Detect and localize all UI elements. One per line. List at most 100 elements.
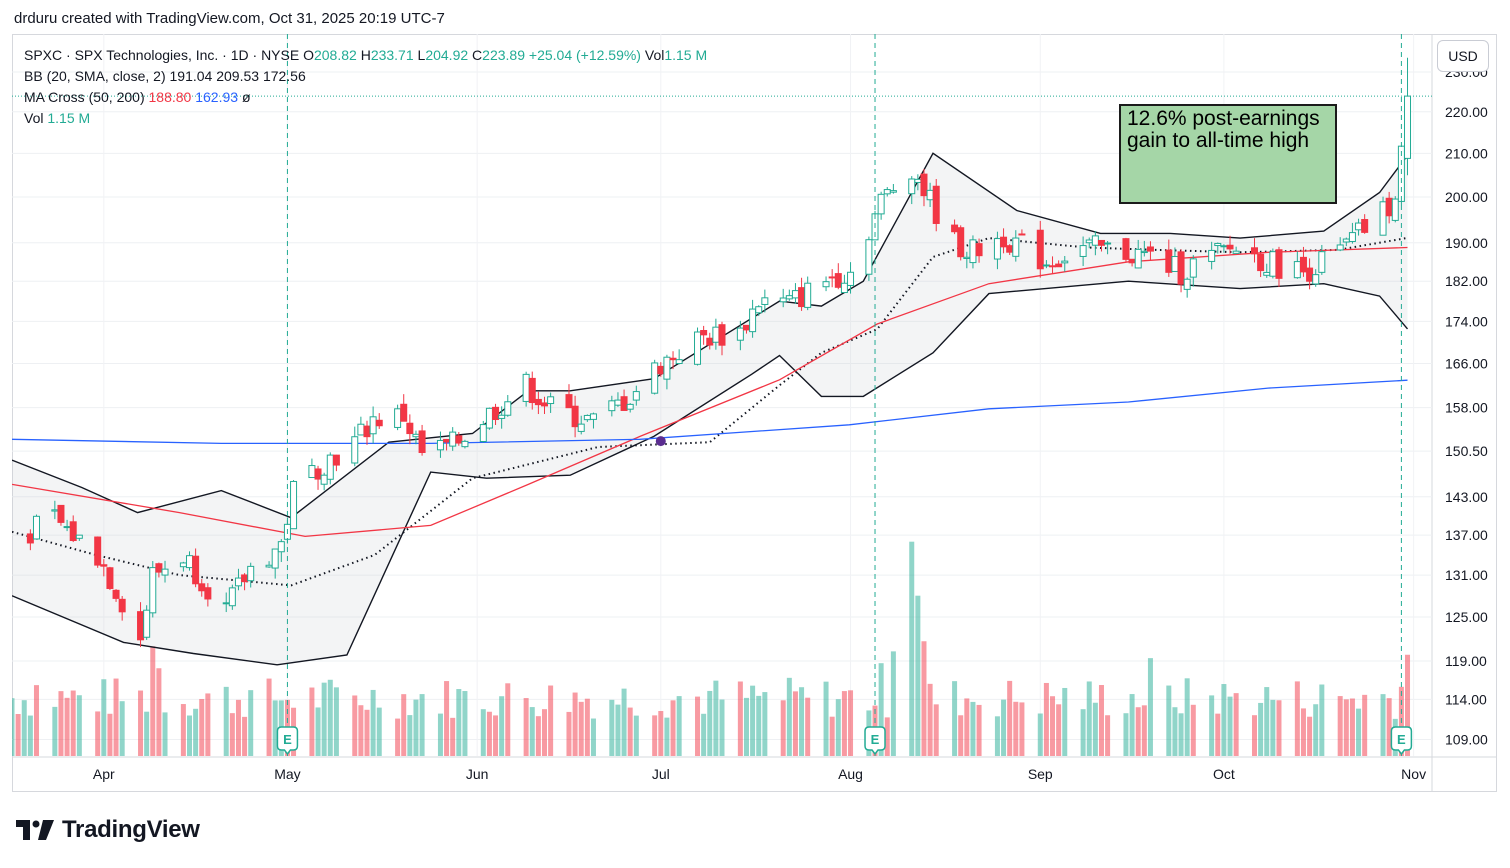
close-label: C bbox=[472, 47, 483, 63]
volume-bar bbox=[95, 711, 101, 756]
volume-bar bbox=[878, 663, 884, 756]
candle-body bbox=[412, 433, 420, 438]
volume-bar bbox=[1215, 713, 1221, 756]
volume-bar bbox=[1209, 695, 1215, 756]
legend-ma-row[interactable]: MA Cross (50, 200) 188.80 162.93 ø bbox=[24, 87, 707, 108]
volume-bar bbox=[1337, 696, 1343, 756]
candle-body bbox=[883, 189, 891, 195]
candle-body bbox=[1055, 263, 1063, 268]
candle-body bbox=[143, 609, 151, 638]
volume-bar bbox=[841, 691, 847, 756]
volume-bar bbox=[976, 704, 982, 756]
volume-bar bbox=[792, 691, 798, 756]
candle-body bbox=[1306, 267, 1314, 282]
earnings-marker[interactable]: E bbox=[1390, 726, 1413, 756]
volume-bar bbox=[21, 700, 27, 756]
volume-bar bbox=[921, 641, 927, 756]
bb-basis-value: 191.04 bbox=[169, 68, 213, 84]
brand-name: TradingView bbox=[62, 816, 200, 843]
volume-bar bbox=[407, 715, 413, 756]
volume-bar bbox=[523, 698, 529, 756]
x-tick-label: Sep bbox=[1028, 766, 1053, 782]
tradingview-logo-icon bbox=[16, 820, 54, 840]
candle-body bbox=[975, 243, 983, 257]
volume-bar bbox=[376, 707, 382, 756]
candle-body bbox=[63, 526, 71, 529]
volume-bar bbox=[780, 700, 786, 756]
open-label: O bbox=[303, 47, 314, 63]
candle-body bbox=[798, 287, 806, 308]
candle-body bbox=[914, 178, 922, 183]
volume-bar bbox=[1129, 694, 1135, 756]
candle-body bbox=[222, 602, 230, 605]
candle-body bbox=[351, 436, 359, 464]
volume-bar bbox=[248, 690, 254, 756]
candle-body bbox=[1146, 246, 1154, 252]
volume-bar bbox=[1221, 684, 1227, 756]
currency-button[interactable]: USD bbox=[1437, 40, 1489, 72]
y-tick-label: 109.00 bbox=[1445, 731, 1488, 747]
candle-body bbox=[834, 273, 842, 288]
candle-body bbox=[908, 178, 916, 195]
candle-body bbox=[969, 239, 977, 264]
earnings-marker[interactable]: E bbox=[276, 726, 299, 756]
low-value: 204.92 bbox=[425, 47, 469, 63]
candle-body bbox=[290, 480, 298, 530]
candle-body bbox=[308, 465, 316, 479]
x-tick-label: Aug bbox=[838, 766, 863, 782]
candle-body bbox=[1251, 247, 1258, 255]
candle-body bbox=[1061, 260, 1069, 264]
volume-bar bbox=[848, 690, 854, 756]
legend-symbol: SPXC · SPX Technologies, Inc. · 1D · NYS… bbox=[24, 47, 300, 63]
volume-bar bbox=[933, 704, 939, 756]
volume-bar bbox=[658, 711, 664, 756]
volume-bar bbox=[64, 697, 70, 756]
candle-body bbox=[626, 403, 634, 410]
volume-bar bbox=[915, 595, 921, 756]
volume-bar bbox=[652, 715, 658, 756]
candle-body bbox=[418, 430, 426, 454]
price-chart[interactable]: 230.00220.00210.00200.00190.00182.00174.… bbox=[12, 34, 1497, 792]
vol-indicator-label: Vol bbox=[24, 110, 44, 126]
volume-bar bbox=[364, 709, 370, 756]
candle-body bbox=[547, 396, 555, 405]
candle-body bbox=[700, 329, 708, 336]
volume-bar bbox=[1056, 704, 1062, 756]
candle-body bbox=[332, 454, 340, 466]
bb-lower-value: 172.56 bbox=[262, 68, 306, 84]
candle-body bbox=[779, 297, 787, 303]
candle-body bbox=[522, 373, 530, 402]
volume-bar bbox=[1356, 708, 1362, 756]
legend-symbol-row[interactable]: SPXC · SPX Technologies, Inc. · 1D · NYS… bbox=[24, 45, 707, 66]
earnings-marker[interactable]: E bbox=[864, 726, 886, 756]
volume-bar bbox=[1178, 713, 1184, 756]
ma-settings-icon[interactable]: ø bbox=[241, 89, 251, 105]
volume-bar bbox=[1086, 681, 1092, 756]
candle-body bbox=[406, 422, 414, 435]
volume-bar bbox=[462, 691, 468, 756]
legend-vol-row[interactable]: Vol 1.15 M bbox=[24, 108, 707, 129]
volume-bar bbox=[584, 698, 590, 756]
volume-bar bbox=[621, 688, 627, 756]
candle-body bbox=[1012, 237, 1020, 257]
candle-body bbox=[1299, 256, 1307, 273]
volume-bar bbox=[823, 681, 829, 756]
candle-body bbox=[865, 239, 873, 275]
candle-body bbox=[69, 521, 77, 542]
y-tick-label: 200.00 bbox=[1445, 189, 1488, 205]
volume-bar bbox=[548, 685, 554, 756]
candle-body bbox=[455, 435, 463, 444]
volume-bar bbox=[370, 689, 376, 756]
candle-body bbox=[993, 238, 1001, 260]
volume-bar bbox=[1233, 693, 1239, 756]
change-value: +25.04 (+12.59%) bbox=[528, 47, 641, 63]
annotation-callout: 12.6% post-earnings gain to all-time hig… bbox=[1119, 104, 1337, 204]
legend-bb-row[interactable]: BB (20, SMA, close, 2) 191.04 209.53 172… bbox=[24, 66, 707, 87]
volume-bar bbox=[1105, 715, 1111, 756]
candle-body bbox=[320, 474, 328, 485]
volume-bar bbox=[609, 699, 615, 756]
ma-cross-label: MA Cross (50, 200) bbox=[24, 89, 145, 105]
volume-bar bbox=[1307, 716, 1313, 756]
candle-body bbox=[241, 574, 249, 583]
ma200-line bbox=[12, 379, 1408, 445]
